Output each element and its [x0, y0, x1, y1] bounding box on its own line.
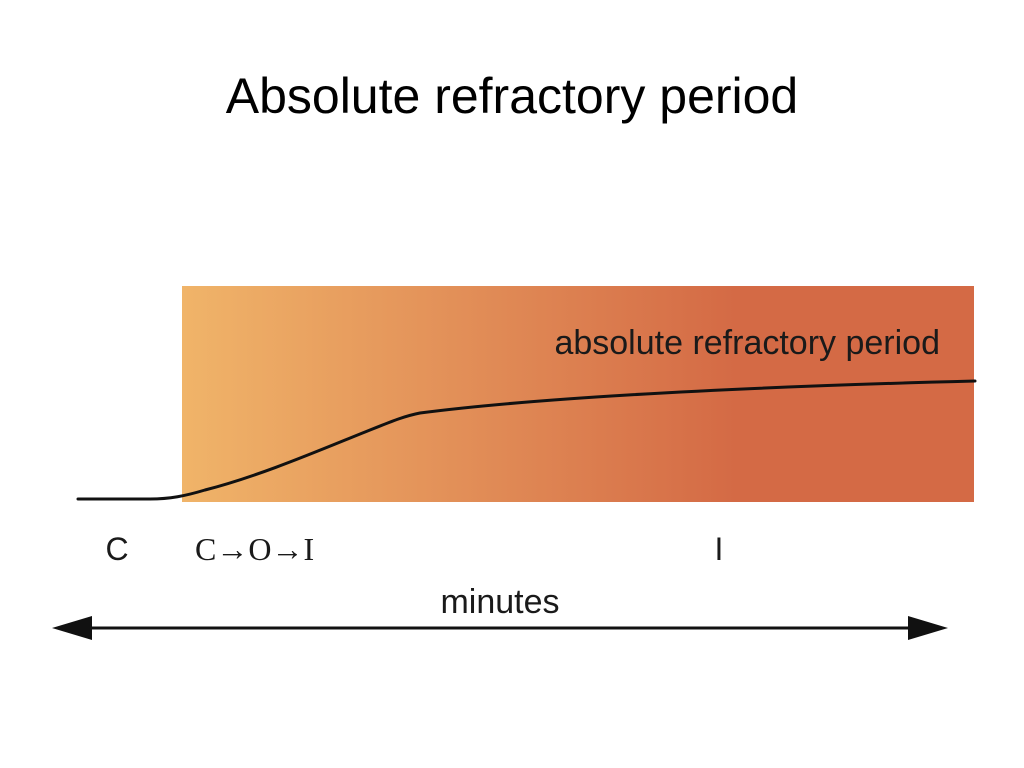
- arrowhead-left-icon: [52, 616, 92, 640]
- state-label-transition: C→O→I: [195, 531, 314, 567]
- state-label-inactivated: I: [715, 531, 724, 567]
- state-curve: [76, 379, 977, 501]
- refractory-band: [182, 286, 974, 502]
- arrowhead-right-icon: [908, 616, 948, 640]
- slide-title: Absolute refractory period: [225, 68, 799, 124]
- time-arrow: [52, 616, 948, 640]
- state-label-closed: C: [105, 531, 128, 567]
- time-axis-label: minutes: [440, 583, 559, 621]
- band-label: absolute refractory period: [554, 324, 940, 362]
